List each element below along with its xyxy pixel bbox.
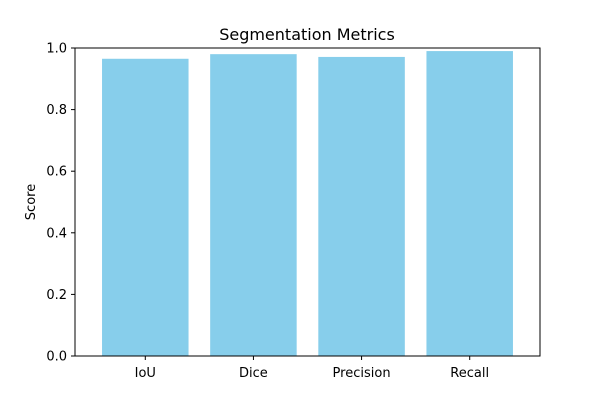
bar-iou [102,58,189,356]
bar-recall [426,51,513,356]
plot-frame [74,47,541,357]
bars-group [102,51,513,357]
y-tick-label: 0.2 [46,288,67,303]
x-tick-label: Precision [333,366,391,381]
y-tick-label: 1.0 [46,42,67,57]
y-tick-label: 0.8 [46,103,67,118]
x-tick-label: IoU [135,366,156,381]
x-axis-ticks: IoU Dice Precision Recall [135,356,489,381]
y-tick-label: 0.4 [46,226,67,241]
y-tick-label: 0.6 [46,165,67,180]
chart-title: Segmentation Metrics [219,25,395,44]
x-tick-label: Dice [239,366,268,381]
bar-dice [210,54,297,356]
bar-precision [318,56,405,357]
x-tick-label: Recall [450,366,489,381]
y-axis-ticks: 0.0 0.2 0.4 0.6 0.8 1.0 [46,42,75,365]
y-tick-label: 0.0 [46,350,67,365]
y-axis-label: Score [24,184,39,220]
